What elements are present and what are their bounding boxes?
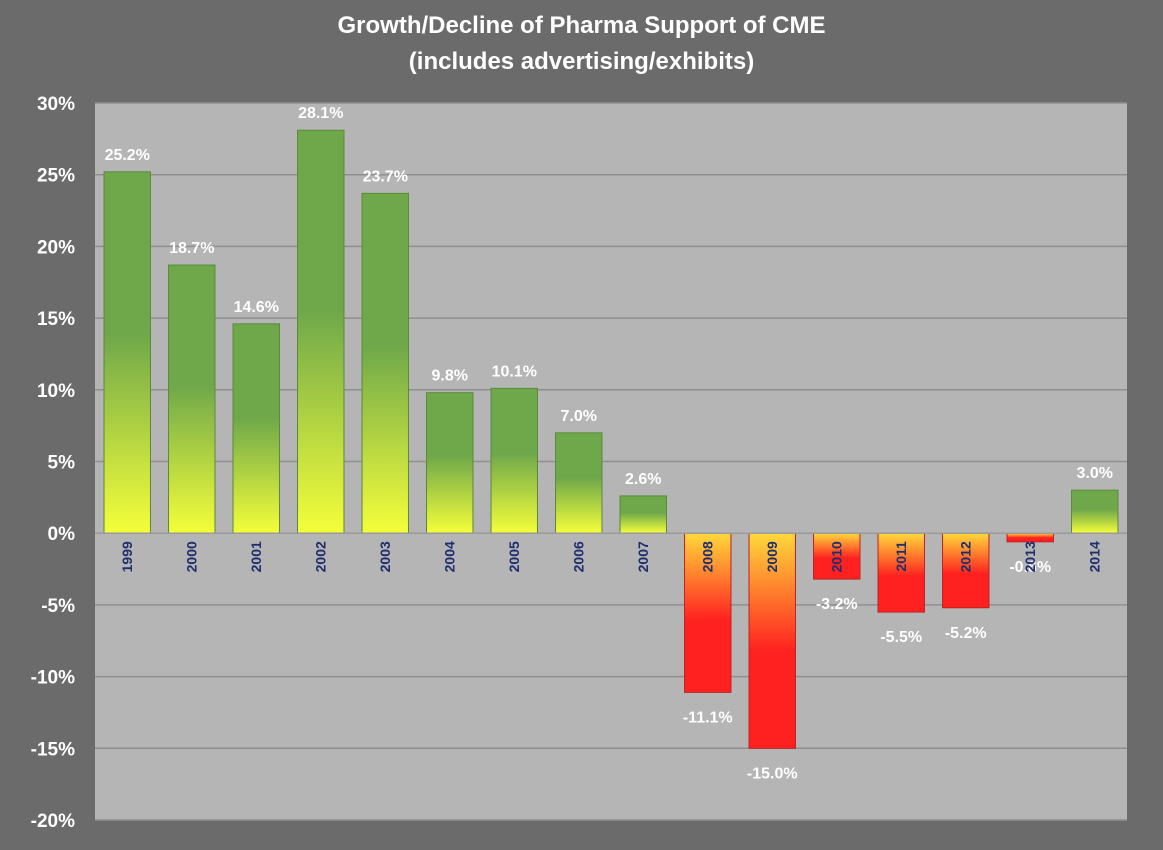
y-tick-label: -5%	[41, 596, 75, 617]
y-tick-label: -10%	[31, 668, 75, 689]
data-label: 28.1%	[298, 105, 343, 122]
data-label: -15.0%	[747, 765, 798, 782]
x-tick-label: 2009	[764, 541, 780, 572]
data-label: 18.7%	[169, 240, 214, 257]
x-tick-label: 2004	[442, 541, 458, 572]
x-tick-label: 2000	[184, 541, 200, 572]
data-label: 9.8%	[432, 368, 468, 385]
bar	[361, 192, 409, 534]
bar	[813, 532, 861, 580]
bar	[748, 532, 796, 749]
data-label: 3.0%	[1077, 465, 1113, 482]
bar	[1006, 532, 1054, 543]
y-tick-label: -20%	[31, 811, 75, 832]
x-tick-label: 1999	[119, 541, 135, 572]
y-tick-label: -15%	[31, 739, 75, 760]
x-tick-label: 2014	[1087, 541, 1103, 572]
bar	[1071, 489, 1119, 534]
data-label: 2.6%	[625, 471, 661, 488]
data-label: -3.2%	[816, 596, 858, 613]
data-label: 23.7%	[363, 168, 408, 185]
y-tick-label: 20%	[37, 237, 75, 258]
chart-title: Growth/Decline of Pharma Support of CME	[337, 12, 826, 39]
y-tick-label: 15%	[37, 309, 75, 330]
x-tick-label: 2012	[958, 541, 974, 572]
data-label: 14.6%	[234, 299, 279, 316]
bar	[942, 532, 990, 609]
bar	[877, 532, 925, 613]
x-tick-label: 2006	[571, 541, 587, 572]
bar	[426, 392, 474, 534]
bar	[168, 264, 216, 534]
x-tick-label: 2007	[635, 541, 651, 572]
bar	[490, 387, 538, 534]
chart-subtitle: (includes advertising/exhibits)	[408, 48, 755, 75]
x-tick-label: 2013	[1022, 541, 1038, 572]
bar	[555, 432, 603, 534]
y-tick-label: 5%	[48, 453, 76, 474]
bar	[297, 129, 345, 534]
x-tick-label: 2011	[893, 541, 909, 572]
y-tick-label: 10%	[37, 381, 75, 402]
x-tick-label: 2005	[506, 541, 522, 572]
data-label: 25.2%	[105, 147, 150, 164]
x-tick-label: 2010	[829, 541, 845, 572]
data-label: -5.5%	[880, 629, 922, 646]
data-label: -5.2%	[945, 625, 987, 642]
bar	[232, 323, 280, 534]
y-tick-label: 25%	[37, 166, 75, 187]
x-tick-label: 2001	[248, 541, 264, 572]
y-tick-label: 0%	[48, 524, 76, 545]
x-tick-label: 2002	[313, 541, 329, 572]
data-label: 10.1%	[492, 363, 537, 380]
bar	[103, 171, 151, 534]
data-label: -0.6%	[1009, 559, 1051, 576]
bar	[619, 495, 667, 534]
y-tick-label: 30%	[37, 94, 75, 115]
x-tick-label: 2003	[377, 541, 393, 572]
x-tick-label: 2008	[700, 541, 716, 572]
data-label: -11.1%	[683, 709, 733, 726]
data-label: 7.0%	[561, 408, 597, 425]
bar	[684, 532, 732, 693]
